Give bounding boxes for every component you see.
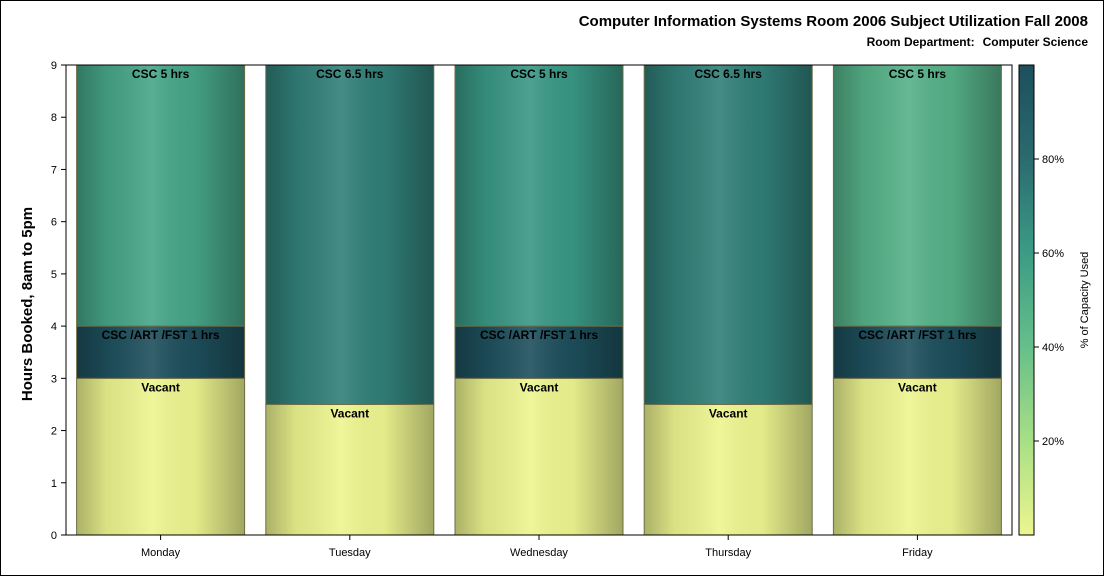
bar-segment-shading [76,326,245,379]
bar-segment-shading [455,326,623,379]
colorbar-tick-label: 80% [1042,154,1064,166]
subtitle-value: Computer Science [982,35,1088,49]
y-tick-label: 2 [51,426,57,438]
plot-area: Vacant CSC /ART /FST 1 hrs CSC 5 hrs Monday… [19,60,1091,559]
y-tick-label: 5 [51,269,57,281]
bar-segment-shading [644,65,813,405]
segment-label: CSC 5 hrs [510,67,568,81]
y-tick-label: 7 [51,164,57,176]
bar-segment-shading [455,378,623,535]
x-tick-label: Thursday [705,547,751,559]
x-tick-label: Tuesday [329,547,371,559]
y-tick-label: 3 [51,373,57,385]
segment-label: Vacant [520,380,559,394]
segment-label: Vacant [898,380,937,394]
segment-label: Vacant [709,406,748,420]
bar-segment-shading [76,378,245,535]
x-tick-label: Wednesday [510,547,568,559]
segment-label: CSC 5 hrs [132,67,190,81]
subtitle-label: Room Department: [866,35,975,49]
chart-title: Computer Information Systems Room 2006 S… [578,13,1088,30]
segment-label: CSC /ART /FST 1 hrs [102,328,220,342]
y-tick-label: 8 [51,112,57,124]
y-tick-label: 0 [51,530,57,542]
colorbar [1018,64,1035,536]
segment-label: CSC /ART /FST 1 hrs [480,328,598,342]
y-axis-label: Hours Booked, 8am to 5pm [19,207,36,401]
bar-segment-shading [265,404,434,535]
bar-segment-shading [76,65,245,327]
bar-segment-shading [644,404,813,535]
segment-label: Vacant [141,380,180,394]
segment-label: Vacant [330,406,369,420]
segment-label: CSC 5 hrs [889,67,947,81]
colorbar-label: % of Capacity Used [1079,252,1091,349]
segment-label: CSC 6.5 hrs [695,67,763,81]
bar-segment-shading [833,326,1002,379]
y-tick-label: 9 [51,60,57,72]
chart-subtitle: Room Department: Computer Science [867,35,1088,49]
colorbar-tick-label: 60% [1042,248,1064,260]
x-tick-label: Monday [141,547,181,559]
segment-label: CSC /ART /FST 1 hrs [858,328,976,342]
bar-segment-shading [833,65,1002,327]
y-tick-label: 1 [51,478,57,490]
y-tick-label: 6 [51,217,57,229]
bar-segment-shading [833,378,1002,535]
segment-label: CSC 6.5 hrs [316,67,384,81]
colorbar-tick-label: 40% [1042,342,1064,354]
colorbar-tick-label: 20% [1042,436,1064,448]
plot-frame [65,64,1013,536]
bar-segment-shading [455,65,623,327]
bar-segment-shading [265,65,434,405]
y-tick-label: 4 [51,321,57,333]
x-tick-label: Friday [902,547,933,559]
